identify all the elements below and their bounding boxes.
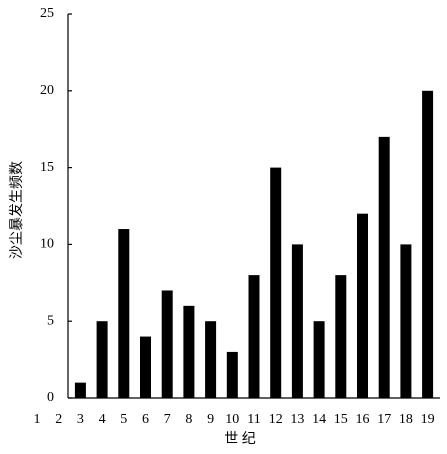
x-tick-label: 5 bbox=[120, 412, 127, 427]
x-tick-label: 14 bbox=[312, 412, 326, 427]
bar bbox=[161, 290, 173, 398]
y-tick-label: 5 bbox=[47, 313, 54, 328]
y-tick-label: 15 bbox=[40, 160, 54, 175]
x-tick-label: 12 bbox=[269, 412, 283, 427]
bar bbox=[118, 229, 130, 398]
bar bbox=[270, 167, 282, 398]
x-tick-label: 19 bbox=[421, 412, 435, 427]
bar bbox=[422, 90, 434, 399]
x-tick-label: 4 bbox=[99, 412, 106, 427]
bar bbox=[378, 136, 390, 398]
x-tick-label: 13 bbox=[290, 412, 304, 427]
bar bbox=[400, 244, 412, 398]
bar bbox=[74, 382, 86, 398]
bar bbox=[205, 321, 217, 398]
bar bbox=[291, 244, 303, 398]
x-tick-label: 8 bbox=[185, 412, 192, 427]
y-tick-label: 0 bbox=[47, 390, 54, 405]
y-axis-label: 沙尘暴发生频数 bbox=[9, 161, 25, 259]
bar bbox=[96, 321, 108, 398]
x-tick-label: 11 bbox=[247, 412, 260, 427]
x-tick-label: 6 bbox=[142, 412, 149, 427]
x-tick-label: 18 bbox=[399, 412, 413, 427]
x-tick-label: 16 bbox=[356, 412, 370, 427]
x-axis-label: 世 纪 bbox=[224, 431, 256, 447]
x-tick-label: 10 bbox=[225, 412, 239, 427]
x-tick-label: 15 bbox=[334, 412, 348, 427]
bar bbox=[357, 213, 368, 398]
x-tick-label: 1 bbox=[34, 412, 41, 427]
x-tick-label: 7 bbox=[164, 412, 171, 427]
bar bbox=[248, 275, 260, 398]
bar bbox=[335, 275, 347, 398]
y-tick-label: 25 bbox=[40, 6, 54, 21]
bar bbox=[226, 351, 238, 398]
x-tick-label: 9 bbox=[207, 412, 214, 427]
x-tick-label: 17 bbox=[377, 412, 391, 427]
bar bbox=[140, 336, 151, 398]
y-tick-label: 20 bbox=[40, 83, 54, 98]
bar bbox=[183, 305, 195, 398]
x-tick-label: 3 bbox=[77, 412, 84, 427]
x-tick-label: 2 bbox=[55, 412, 62, 427]
bar bbox=[313, 321, 325, 398]
y-tick-label: 10 bbox=[40, 237, 54, 252]
